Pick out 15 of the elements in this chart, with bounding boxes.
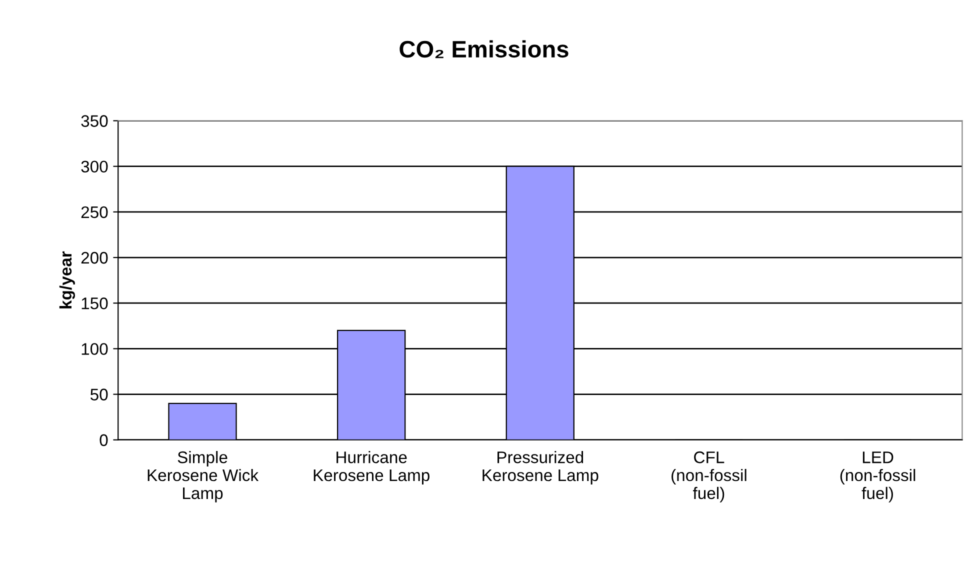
chart-title: CO₂ Emissions: [400, 40, 568, 58]
y-axis-title: kg/year: [59, 251, 76, 308]
x-tick-label: CFL (non-fossil fuel): [672, 451, 746, 502]
y-tick-label: 300: [81, 160, 108, 173]
y-tick-label: 0: [100, 434, 108, 446]
x-tick-label: Pressurized Kerosene Lamp: [482, 450, 598, 484]
x-tick-label: Hurricane Kerosene Lamp: [314, 450, 430, 484]
y-tick-label: 150: [82, 298, 108, 310]
y-tick-label: 200: [81, 252, 108, 264]
y-tick-label: 250: [81, 206, 108, 218]
y-tick-label: 100: [82, 343, 108, 355]
x-tick-label: Simple Kerosene Wick Lamp: [148, 450, 259, 502]
x-tick-label: LED (non-fossil fuel): [840, 452, 916, 502]
y-tick-label: 50: [90, 388, 108, 400]
y-tick-label: 350: [81, 115, 108, 127]
